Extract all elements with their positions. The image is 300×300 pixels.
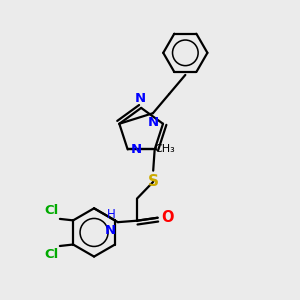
Text: S: S [148,174,159,189]
Text: H: H [107,208,116,221]
Text: N: N [130,143,142,156]
Text: N: N [104,224,116,237]
Text: N: N [135,92,146,105]
Text: CH₃: CH₃ [154,144,175,154]
Text: Cl: Cl [44,248,58,261]
Text: Cl: Cl [44,203,58,217]
Text: O: O [161,210,174,225]
Text: N: N [148,116,159,129]
